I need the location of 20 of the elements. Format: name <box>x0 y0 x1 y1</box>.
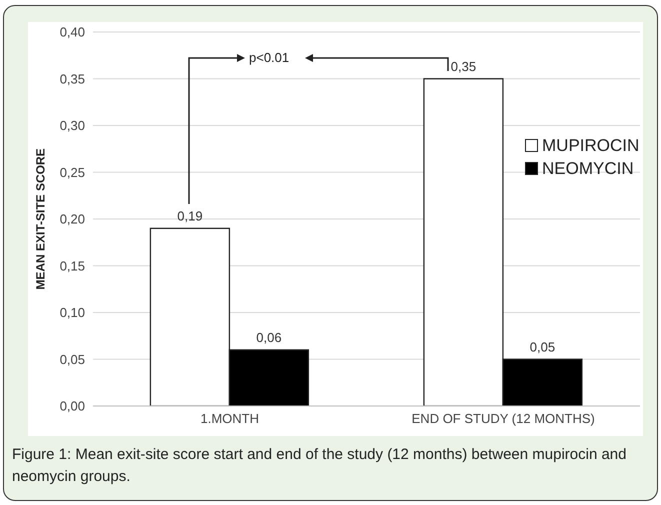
y-tick-label: 0,30 <box>60 118 85 134</box>
data-label: 0,05 <box>530 339 556 354</box>
data-label: 0,19 <box>177 208 203 224</box>
data-label: 0,35 <box>450 58 476 74</box>
caption: Figure 1: Mean exit-site score start and end of the study (12 months) between mupirocin and neomycin groups. <box>12 445 628 487</box>
y-tick-label: 0,20 <box>60 212 85 227</box>
data-label: 0,06 <box>256 330 282 345</box>
x-tick-label: 1.MONTH <box>200 411 259 426</box>
y-tick-label: 0,05 <box>60 352 85 367</box>
y-tick-label: 0,00 <box>60 398 85 414</box>
y-tick-label: 0,25 <box>60 164 85 180</box>
y-tick-label: 0,10 <box>60 305 85 320</box>
x-tick-label: END OF STUDY (12 MONTHS) <box>412 411 595 426</box>
legend-label: MUPIROCIN <box>541 135 640 157</box>
legend-label: NEOMYCIN <box>541 158 635 180</box>
y-tick-label: 0,35 <box>60 71 85 86</box>
y-tick-label: 0,15 <box>60 258 85 274</box>
y-tick-label: 0,40 <box>60 24 85 40</box>
annotation: p<0.01 <box>249 50 290 65</box>
y-axis-title: MEAN EXIT-SITE SCORE <box>33 148 48 290</box>
